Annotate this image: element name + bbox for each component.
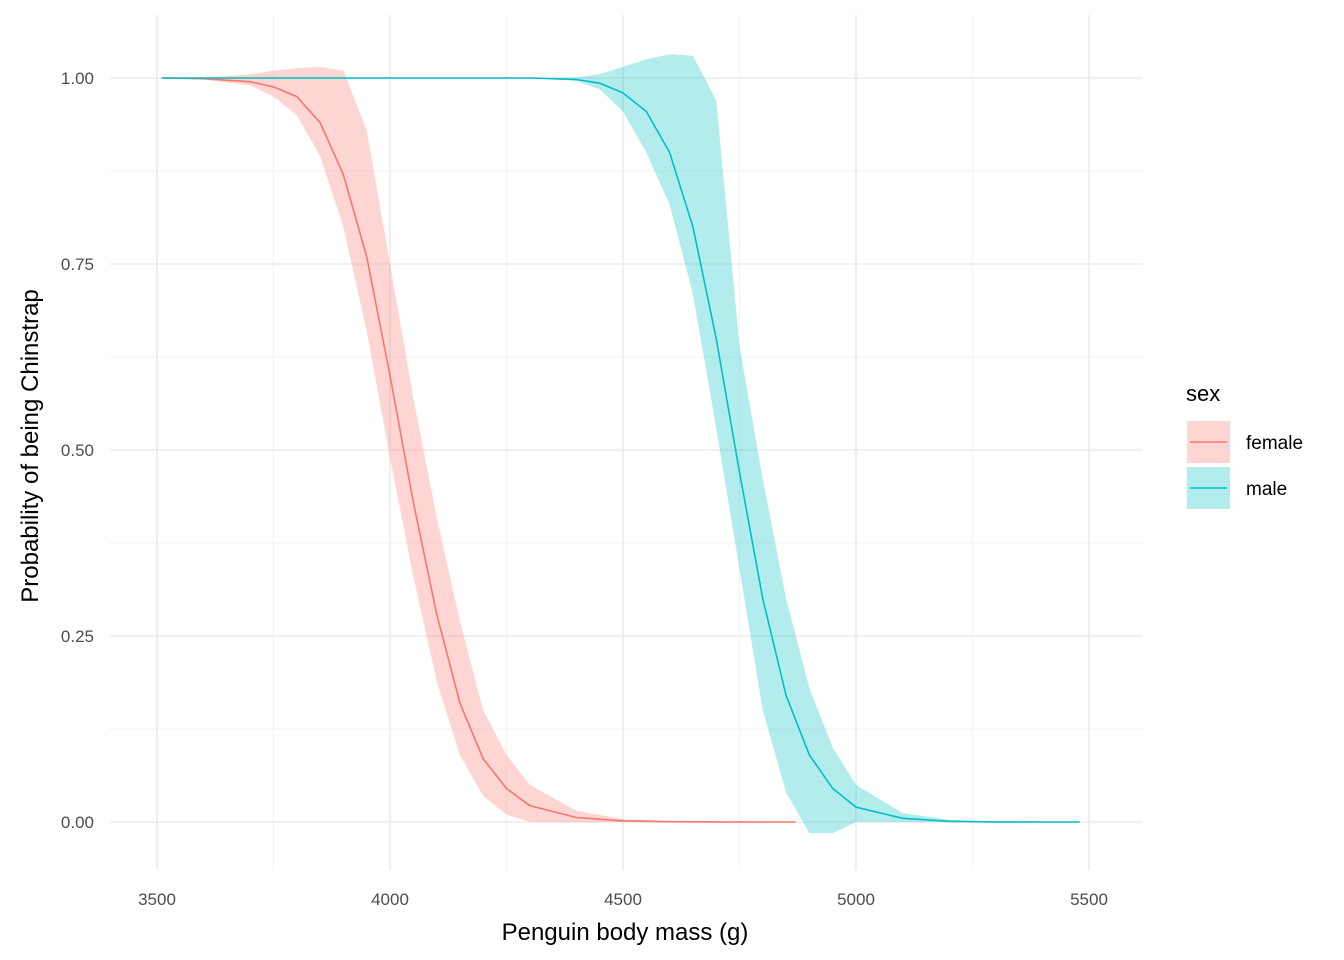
- male-line: [161, 77, 1080, 823]
- legend: sex female male: [1186, 381, 1303, 509]
- x-tick-label: 5000: [837, 890, 875, 909]
- x-tick-label: 4500: [604, 890, 642, 909]
- legend-item-female: female: [1187, 421, 1303, 463]
- x-tick-label: 5500: [1070, 890, 1108, 909]
- x-axis-title: Penguin body mass (g): [502, 919, 749, 946]
- y-tick-label: 0.25: [61, 627, 94, 646]
- x-tick-label: 3500: [138, 890, 176, 909]
- major-gridlines: [110, 15, 1142, 870]
- minor-gridlines: [110, 15, 1142, 870]
- x-tick-label: 4000: [371, 890, 409, 909]
- legend-items: female male: [1187, 421, 1303, 509]
- y-tick-label: 1.00: [61, 69, 94, 88]
- legend-label-male: male: [1246, 479, 1287, 500]
- y-tick-label: 0.75: [61, 255, 94, 274]
- legend-title: sex: [1186, 381, 1220, 406]
- y-tick-label: 0.00: [61, 813, 94, 832]
- y-axis-tick-labels: 0.00 0.25 0.50 0.75 1.00: [61, 69, 94, 832]
- legend-item-male: male: [1187, 467, 1287, 509]
- y-tick-label: 0.50: [61, 441, 94, 460]
- female-line: [161, 77, 796, 823]
- series-lines: [161, 77, 1080, 823]
- y-axis-title: Probability of being Chinstrap: [17, 289, 44, 603]
- legend-label-female: female: [1246, 433, 1303, 454]
- x-axis-tick-labels: 3500 4000 4500 5000 5500: [138, 890, 1108, 909]
